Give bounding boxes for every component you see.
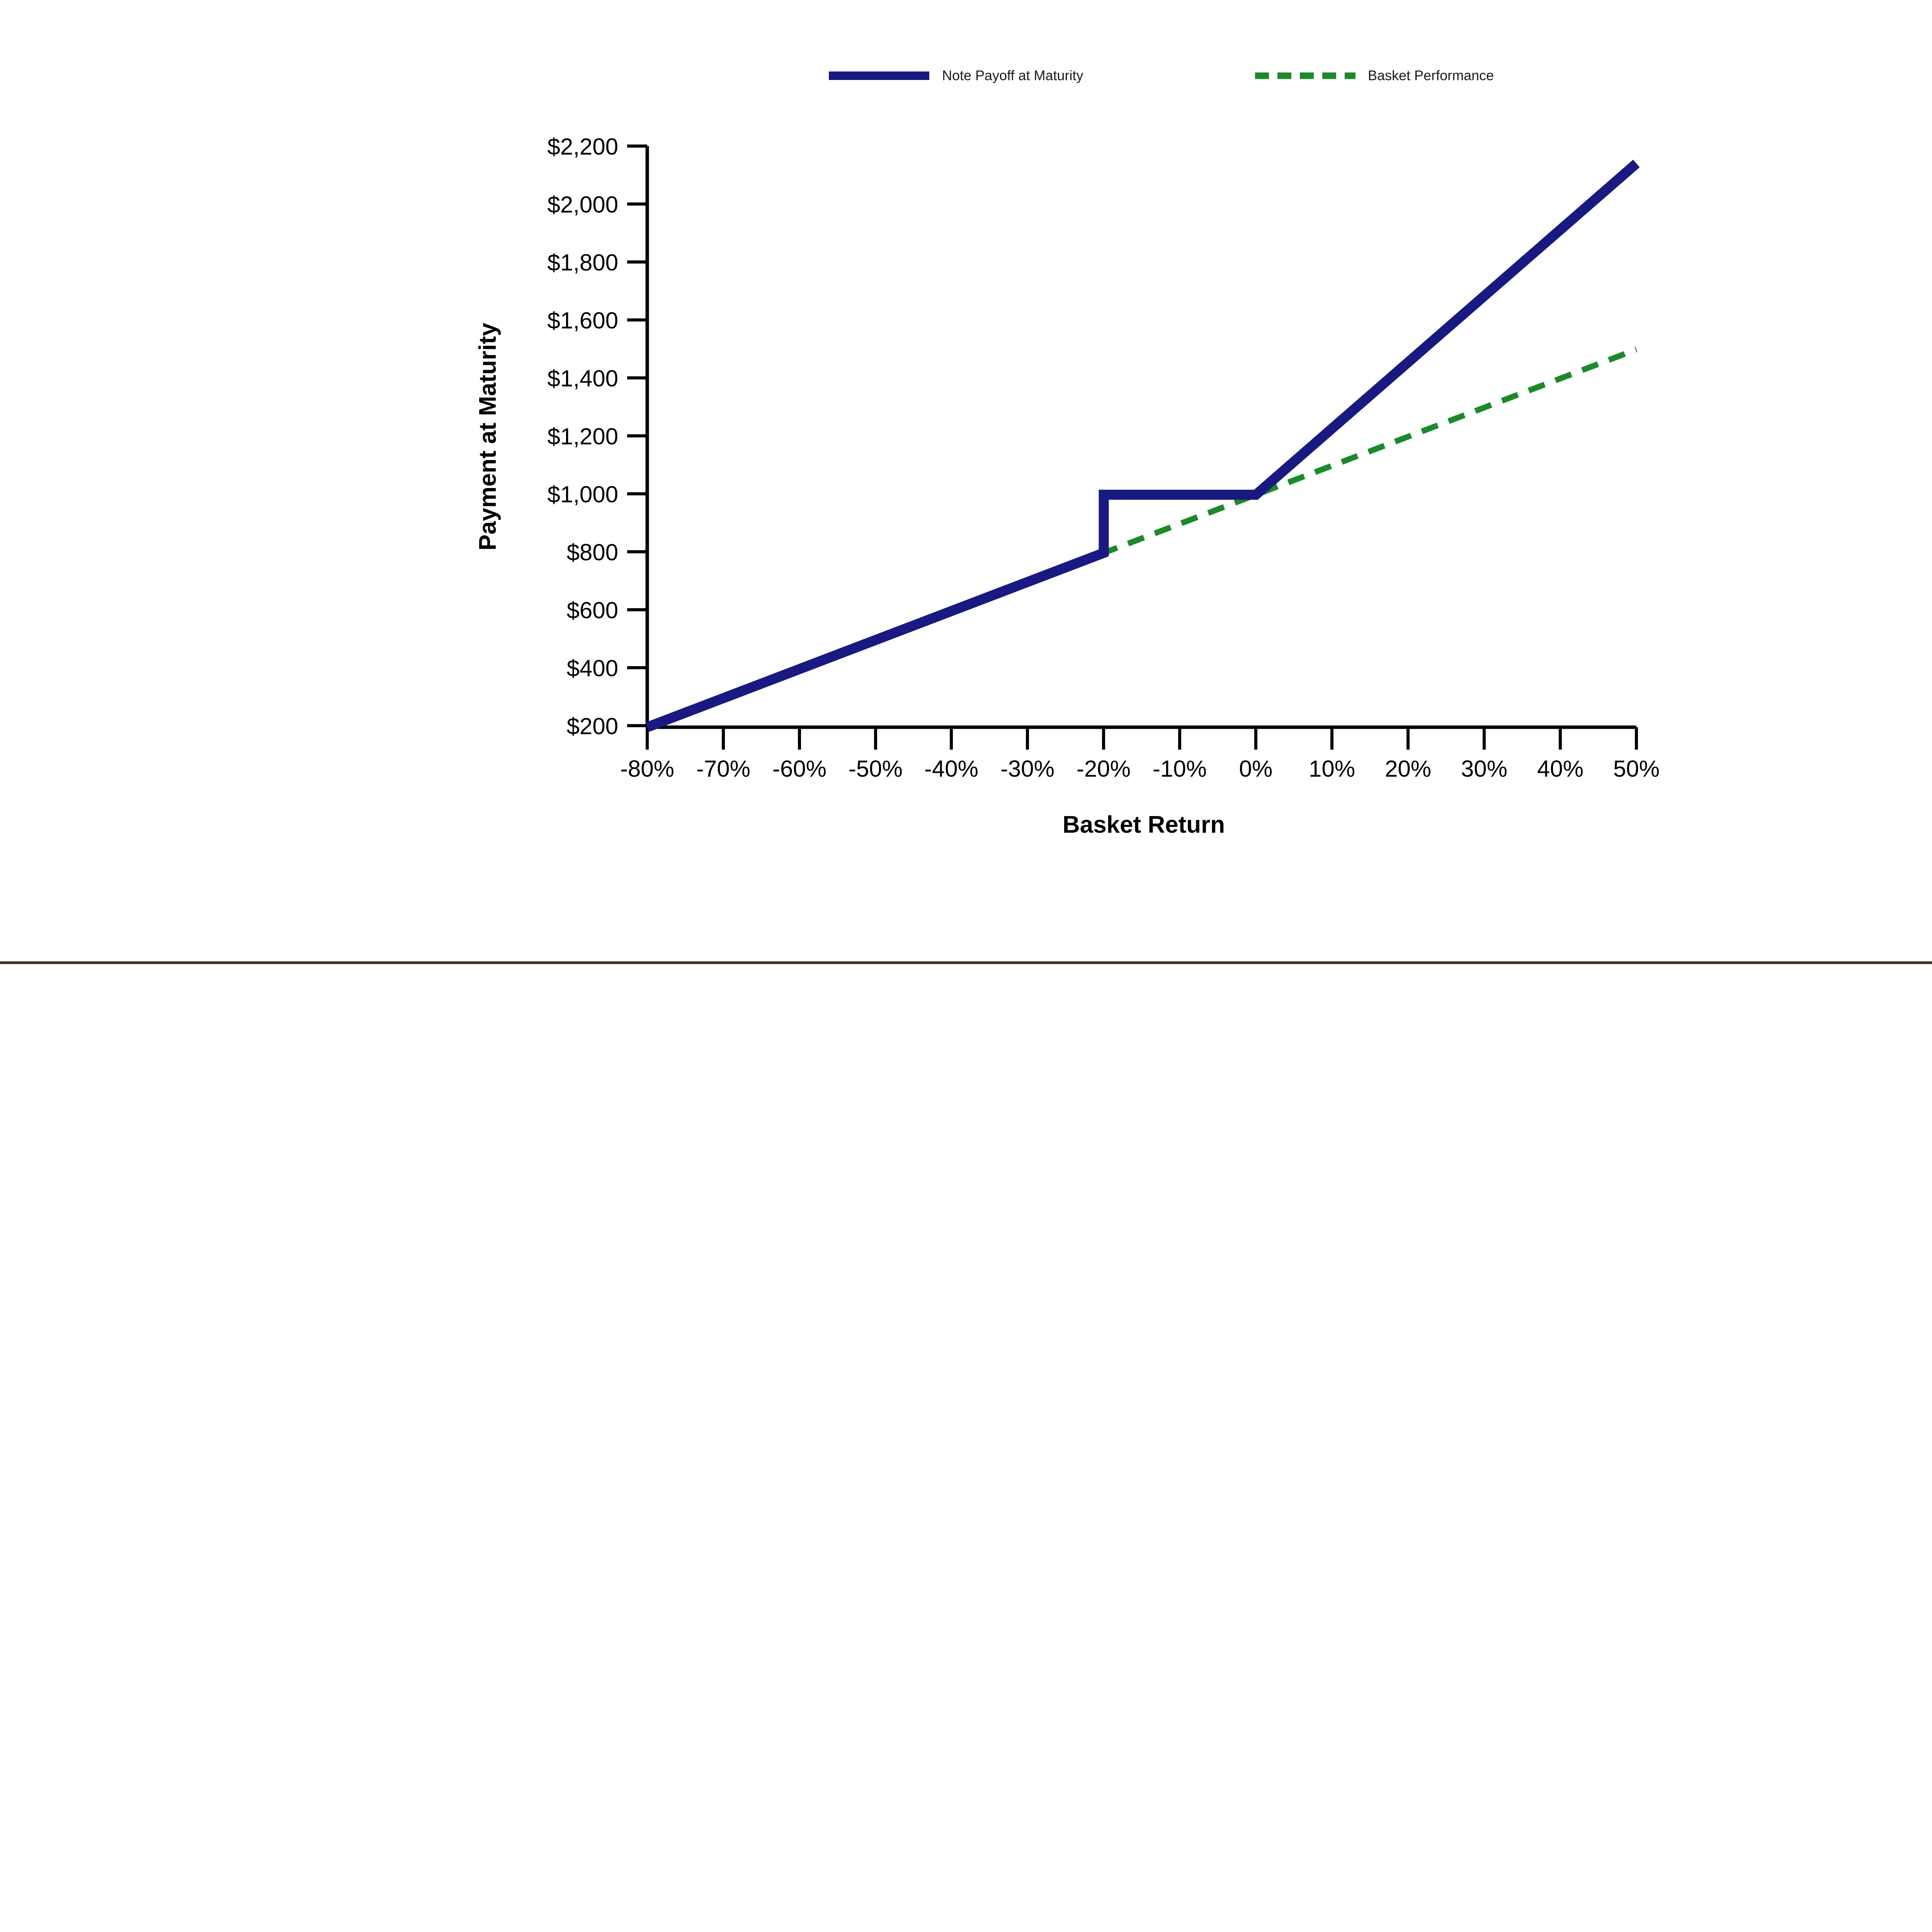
payoff-chart-canvas: Note Payoff at Maturity Basket Performan… bbox=[474, 68, 1660, 838]
y-axis: $2,200 $2,000 $1,800 $1,600 $1,400 $1,20… bbox=[474, 134, 649, 739]
y-axis-title: Payment at Maturity bbox=[474, 323, 501, 551]
y-tick-label: $400 bbox=[567, 655, 618, 681]
x-tick-label: -80% bbox=[620, 756, 674, 782]
x-tick-label: -40% bbox=[924, 756, 978, 782]
x-tick-label: 40% bbox=[1537, 756, 1583, 782]
payoff-chart: Note Payoff at Maturity Basket Performan… bbox=[0, 0, 1932, 889]
y-tick-label: $2,200 bbox=[547, 134, 618, 160]
y-tick-label: $1,400 bbox=[547, 366, 618, 391]
y-tick-label: $200 bbox=[567, 713, 618, 739]
y-tick-label: $1,800 bbox=[547, 250, 618, 276]
y-tick-label: $2,000 bbox=[547, 192, 618, 218]
series-note-payoff bbox=[645, 160, 1640, 732]
x-tick-label: -20% bbox=[1077, 756, 1131, 782]
y-tick-label: $1,200 bbox=[547, 423, 618, 449]
x-tick-label: 0% bbox=[1239, 756, 1273, 782]
chart-legend: Note Payoff at Maturity Basket Performan… bbox=[829, 68, 1494, 83]
x-tick-label: -30% bbox=[1000, 756, 1054, 782]
legend-label-basket: Basket Performance bbox=[1368, 68, 1494, 83]
y-tick-label: $800 bbox=[567, 539, 618, 565]
legend-label-note: Note Payoff at Maturity bbox=[942, 68, 1083, 83]
x-tick-label: -70% bbox=[696, 756, 750, 782]
x-tick-label: 30% bbox=[1461, 756, 1507, 782]
x-tick-label: 10% bbox=[1309, 756, 1355, 782]
y-tick-label: $1,600 bbox=[547, 308, 618, 333]
x-tick-label: -10% bbox=[1153, 756, 1207, 782]
x-tick-label: 20% bbox=[1385, 756, 1431, 782]
x-tick-label: 50% bbox=[1613, 756, 1660, 782]
section-divider-upper bbox=[0, 961, 1932, 964]
x-axis-title: Basket Return bbox=[1063, 811, 1225, 838]
x-tick-label: -60% bbox=[772, 756, 827, 782]
chart-series-group bbox=[645, 160, 1640, 732]
y-tick-label: $1,000 bbox=[547, 481, 618, 507]
y-tick-label: $600 bbox=[567, 597, 618, 623]
x-tick-label: -50% bbox=[849, 756, 903, 782]
x-axis: -80% -70% -60% -50% -40% -30% -20% -10% … bbox=[620, 725, 1660, 838]
